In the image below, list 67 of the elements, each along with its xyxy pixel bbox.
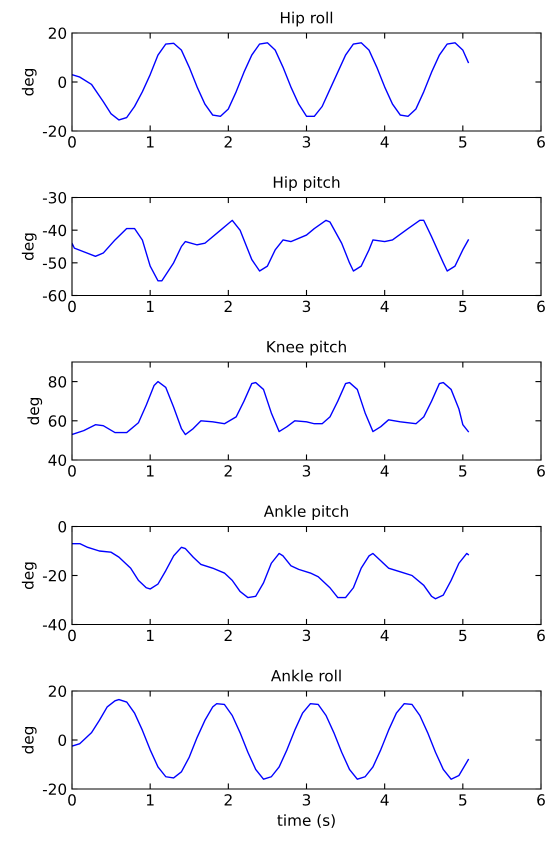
- x-tick-label: 4: [380, 136, 389, 148]
- x-axis-title: time (s): [277, 814, 335, 828]
- x-tick-label: 6: [537, 300, 545, 312]
- x-tick-label: 5: [459, 794, 466, 806]
- y-tick-label: -40: [42, 618, 66, 631]
- x-tick-label: 1: [146, 465, 154, 476]
- y-tick-label: 0: [58, 76, 66, 88]
- y-tick-label: 80: [48, 376, 66, 388]
- line-series: [72, 220, 469, 282]
- x-tick-label: 1: [146, 136, 154, 148]
- x-tick-label: 0: [68, 136, 76, 148]
- x-tick-label: 0: [68, 300, 76, 312]
- chart-title: Ankle pitch: [264, 505, 348, 520]
- y-tick-label: -20: [42, 783, 66, 796]
- x-tick-label: 3: [302, 465, 310, 477]
- x-tick-label: 6: [537, 630, 545, 642]
- x-tick-label: 2: [224, 136, 232, 148]
- chart-title: Knee pitch: [267, 340, 346, 356]
- y-axis-title: deg: [22, 562, 37, 590]
- y-axis-title: deg: [22, 68, 37, 96]
- x-tick-label: 6: [537, 136, 545, 148]
- y-tick-label: -20: [42, 570, 66, 582]
- x-tick-label: 1: [146, 300, 154, 312]
- y-tick-label: -20: [42, 125, 66, 138]
- y-tick-label: -50: [42, 257, 66, 269]
- chart-title: Ankle roll: [270, 670, 341, 682]
- x-tick-label: 5: [459, 630, 466, 642]
- x-tick-label: 6: [537, 465, 545, 477]
- x-tick-label: 2: [224, 794, 232, 806]
- y-axis-title: deg: [22, 233, 37, 260]
- x-tick-label: 1: [146, 794, 154, 806]
- y-tick-label: 0: [58, 734, 66, 746]
- x-tick-label: 4: [380, 465, 389, 476]
- x-tick-label: 1: [146, 630, 154, 641]
- y-tick-label: -40: [42, 224, 66, 236]
- x-tick-label: 5: [459, 465, 466, 477]
- x-tick-label: 5: [459, 136, 466, 148]
- y-tick-label: -60: [42, 290, 66, 302]
- x-tick-label: 0: [68, 794, 76, 806]
- y-tick-label: -30: [42, 192, 66, 204]
- y-tick-label: 60: [48, 415, 66, 427]
- x-tick-label: 4: [380, 794, 389, 806]
- chart-title: Hip roll: [280, 12, 332, 26]
- line-series: [72, 698, 469, 780]
- y-axis-title: deg: [27, 398, 42, 425]
- x-tick-label: 0: [68, 630, 76, 642]
- y-tick-label: 20: [48, 27, 66, 40]
- x-tick-label: 6: [537, 794, 545, 806]
- y-axis-title: deg: [22, 726, 37, 754]
- y-tick-label: 0: [58, 520, 66, 533]
- x-tick-label: 3: [302, 630, 310, 642]
- x-tick-label: 4: [380, 630, 389, 641]
- y-tick-label: 20: [48, 685, 66, 698]
- x-tick-label: 3: [302, 794, 310, 806]
- x-tick-label: 5: [459, 300, 466, 312]
- x-tick-label: 2: [224, 630, 232, 641]
- y-tick-label: 40: [48, 454, 66, 466]
- x-tick-label: 3: [302, 136, 310, 148]
- x-tick-label: 2: [224, 300, 232, 312]
- x-tick-label: 3: [302, 300, 310, 312]
- x-tick-label: 0: [68, 465, 76, 477]
- x-tick-label: 4: [380, 300, 389, 312]
- line-series: [72, 380, 469, 436]
- line-series: [72, 42, 469, 121]
- x-tick-label: 2: [224, 465, 232, 476]
- line-series: [72, 542, 469, 600]
- chart-title: Hip pitch: [274, 176, 340, 191]
